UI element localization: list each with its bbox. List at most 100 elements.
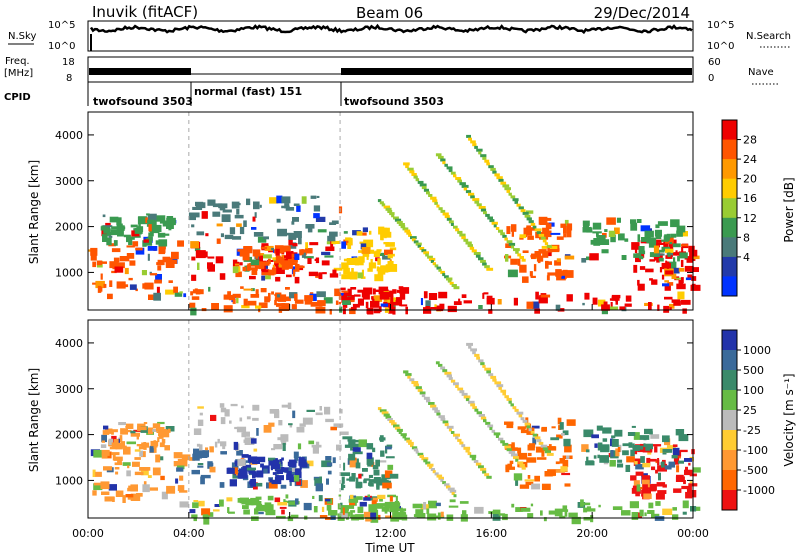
- power-echo-cell: [526, 301, 534, 309]
- velocity-echo-cell: [268, 422, 275, 427]
- power-echo-cell: [390, 302, 394, 309]
- velocity-echo-cell: [407, 375, 411, 379]
- power-echo-cell: [525, 227, 536, 231]
- power-echo-cell: [582, 226, 592, 233]
- velocity-echo-cell: [684, 469, 693, 476]
- velocity-echo-cell: [167, 428, 171, 433]
- velocity-echo-cell: [241, 432, 246, 438]
- velocity-echo-cell: [346, 511, 350, 517]
- velocity-echo-cell: [241, 454, 249, 458]
- power-echo-cell: [504, 237, 508, 241]
- power-echo-cell: [150, 231, 159, 234]
- power-echo-cell: [126, 236, 135, 240]
- velocity-echo-cell: [550, 446, 557, 451]
- power-echo-cell: [292, 217, 299, 222]
- power-echo-cell: [419, 183, 427, 187]
- power-echo-cell: [625, 295, 632, 302]
- power-echo-cell: [465, 241, 472, 245]
- velocity-echo-cell: [404, 437, 410, 441]
- power-echo-region: [88, 240, 187, 301]
- power-echo-cell: [545, 223, 552, 230]
- nsky-tick-high: 10^5: [48, 20, 75, 31]
- velocity-echo-cell: [302, 417, 313, 425]
- power-echo-cell: [410, 236, 417, 240]
- power-echo-cell: [496, 176, 503, 180]
- power-echo-cell: [646, 237, 657, 244]
- velocity-echo-cell: [241, 405, 244, 409]
- power-echo-cell: [231, 201, 240, 209]
- power-echo-cell: [669, 242, 673, 245]
- power-echo-cell: [611, 294, 621, 299]
- power-echo-cell: [423, 251, 429, 255]
- power-echo-cell: [293, 231, 302, 238]
- velocity-echo-cell: [137, 426, 147, 431]
- velocity-echo-cell: [252, 417, 259, 421]
- velocity-echo-cell: [237, 473, 243, 479]
- velocity-echo-cell: [402, 435, 407, 439]
- velocity-echo-cell: [528, 428, 532, 432]
- velocity-echo-cell: [633, 480, 640, 488]
- power-echo-cell: [156, 286, 160, 295]
- velocity-echo-cell: [342, 507, 345, 515]
- power-echo-cell: [392, 306, 396, 315]
- power-echo-cell: [639, 266, 646, 270]
- power-echo-cell: [500, 181, 507, 185]
- velocity-echo-region: [340, 494, 408, 523]
- power-echo-cell: [676, 283, 686, 290]
- velocity-echo-cell: [520, 417, 525, 421]
- velocity-echo-cell: [644, 428, 653, 435]
- velocity-echo-cell: [356, 496, 363, 500]
- velocity-echo-cell: [134, 449, 141, 452]
- velocity-echo-cell: [571, 516, 581, 525]
- power-echo-cell: [242, 266, 247, 272]
- power-echo-cell: [142, 240, 147, 247]
- velocity-echo-cell: [352, 452, 356, 455]
- power-echo-cell: [482, 156, 487, 160]
- power-echo-cell: [188, 212, 196, 221]
- velocity-echo-cell: [514, 408, 519, 412]
- velocity-echo-cell: [459, 390, 465, 394]
- velocity-echo-cell: [453, 494, 457, 498]
- velocity-echo-cell: [527, 513, 534, 518]
- power-echo-cell: [162, 233, 170, 236]
- colorbar-tick-label: 12: [743, 212, 757, 225]
- power-echo-cell: [294, 276, 300, 284]
- power-echo-cell: [105, 222, 111, 226]
- power-echo-cell: [421, 186, 427, 190]
- power-echo-cell: [315, 257, 320, 264]
- power-echo-cell: [564, 255, 575, 260]
- cpid-segment-2: normal (fast) 151: [194, 85, 302, 98]
- velocity-echo-cell: [596, 425, 603, 431]
- velocity-echo-cell: [644, 512, 647, 517]
- power-echo-cell: [268, 269, 275, 276]
- velocity-echo-cell: [101, 434, 107, 443]
- power-echo-cell: [143, 239, 149, 243]
- velocity-echo-cell: [400, 433, 407, 437]
- power-echo-cell: [432, 199, 438, 203]
- power-echo-cell: [425, 253, 429, 257]
- x-axis-label: Time UT: [364, 541, 415, 554]
- velocity-echo-cell: [655, 501, 661, 506]
- velocity-echo-cell: [457, 387, 464, 391]
- power-echo-cell: [506, 226, 511, 234]
- power-echo-cell: [309, 242, 319, 246]
- power-echo-cell: [387, 210, 393, 213]
- power-echo-cell: [215, 256, 224, 264]
- velocity-echo-cell: [300, 480, 308, 488]
- velocity-echo-cell: [500, 389, 507, 393]
- power-echo-cell: [269, 197, 279, 204]
- power-echo-cell: [478, 305, 483, 309]
- power-echo-cell: [243, 298, 248, 306]
- power-echo-region: [188, 195, 343, 246]
- power-echo-cell: [329, 309, 332, 315]
- velocity-echo-cell: [513, 473, 523, 481]
- velocity-echo-cell: [387, 418, 393, 421]
- velocity-echo-cell: [519, 464, 525, 467]
- power-echo-cell: [635, 256, 641, 263]
- power-echo-cell: [486, 297, 495, 305]
- velocity-echo-cell: [461, 444, 466, 448]
- power-echo-cell: [383, 298, 391, 302]
- power-echo-cell: [538, 233, 545, 237]
- velocity-echo-cell: [143, 442, 147, 446]
- velocity-echo-cell: [237, 498, 243, 503]
